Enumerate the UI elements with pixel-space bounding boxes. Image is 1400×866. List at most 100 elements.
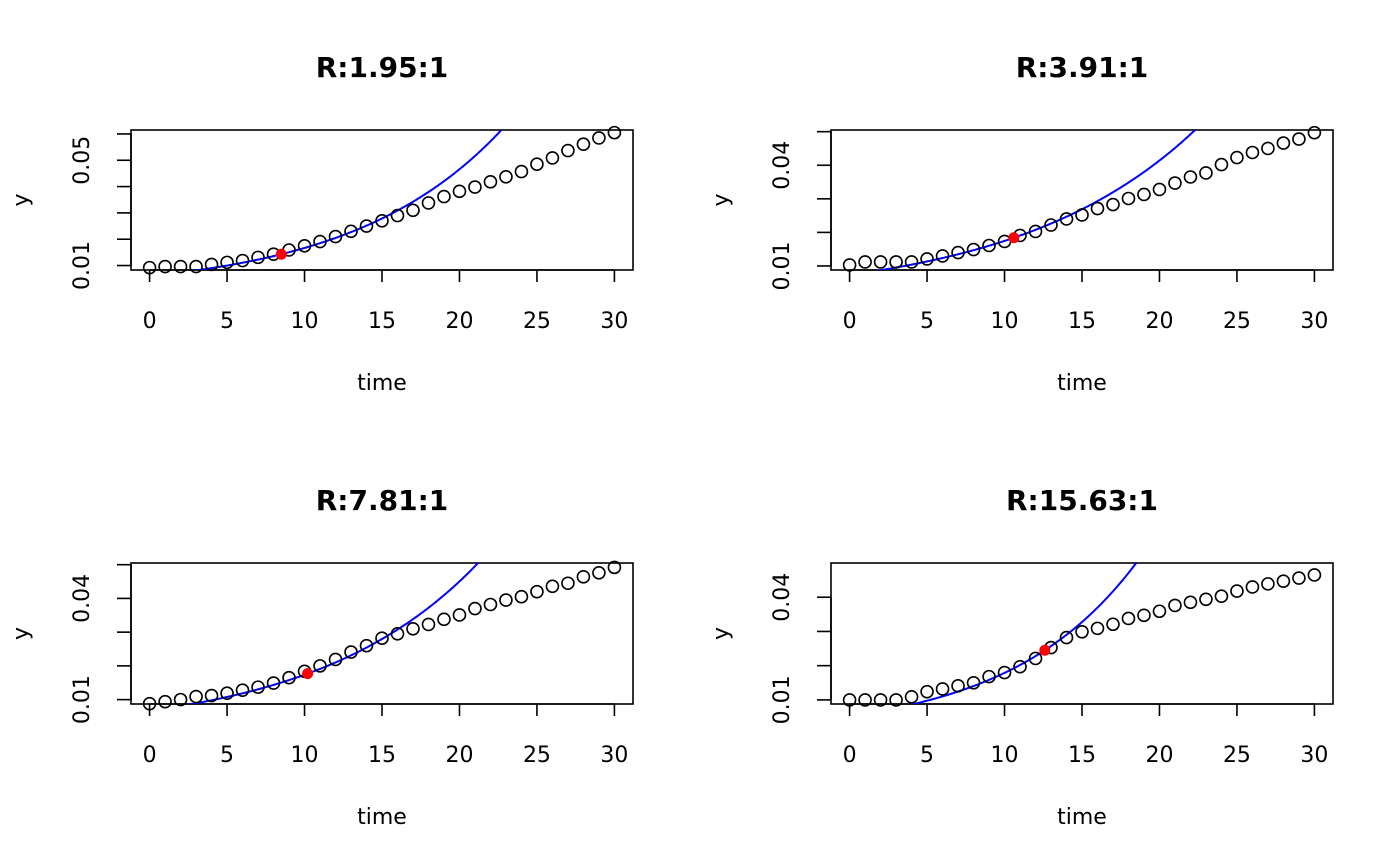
data-point bbox=[421, 617, 436, 632]
data-point bbox=[858, 255, 872, 269]
highlight-point bbox=[1008, 232, 1020, 244]
data-point bbox=[1137, 608, 1151, 623]
data-point bbox=[1183, 170, 1198, 184]
data-point bbox=[1090, 621, 1105, 636]
data-point bbox=[904, 690, 919, 704]
data-point bbox=[1261, 577, 1275, 591]
data-point bbox=[982, 238, 996, 253]
plot-area bbox=[875, 130, 1197, 270]
data-point bbox=[1137, 187, 1151, 202]
x-tick-label: 30 bbox=[1300, 743, 1328, 768]
highlight-point bbox=[302, 668, 314, 680]
data-point bbox=[220, 686, 234, 701]
y-tick-label: 0.04 bbox=[70, 574, 95, 623]
data-point bbox=[1075, 624, 1089, 639]
x-tick-label: 30 bbox=[1300, 309, 1328, 334]
data-point bbox=[142, 260, 157, 275]
x-tick-label: 15 bbox=[1068, 743, 1096, 768]
data-point bbox=[251, 680, 265, 694]
data-point bbox=[1106, 197, 1120, 212]
data-point bbox=[873, 255, 888, 269]
data-point bbox=[483, 175, 498, 189]
data-point bbox=[545, 579, 560, 594]
data-point bbox=[220, 255, 234, 270]
x-tick-label: 30 bbox=[600, 309, 628, 334]
data-point bbox=[499, 170, 513, 184]
y-tick-label: 0.04 bbox=[770, 573, 795, 622]
plot-area bbox=[909, 563, 1138, 704]
data-point bbox=[1121, 611, 1136, 626]
data-point bbox=[359, 219, 374, 233]
data-point bbox=[1013, 659, 1027, 674]
y-tick-label: 0.01 bbox=[70, 241, 95, 290]
y-tick-label: 0.01 bbox=[770, 675, 795, 724]
data-point bbox=[359, 638, 374, 653]
data-point bbox=[1028, 651, 1043, 666]
data-point bbox=[189, 689, 203, 704]
data-point bbox=[997, 665, 1012, 680]
data-point bbox=[935, 682, 950, 696]
data-point bbox=[1230, 150, 1244, 165]
data-point bbox=[889, 255, 903, 269]
x-tick-label: 20 bbox=[445, 743, 473, 768]
data-point bbox=[390, 208, 405, 223]
data-point bbox=[1245, 145, 1260, 160]
data-point bbox=[251, 250, 265, 265]
data-point bbox=[530, 157, 544, 172]
highlight-point bbox=[1039, 644, 1051, 656]
data-point bbox=[576, 570, 591, 584]
data-point bbox=[1152, 182, 1167, 197]
data-point bbox=[1245, 580, 1260, 594]
data-point bbox=[142, 696, 157, 711]
data-point bbox=[297, 238, 312, 253]
data-point bbox=[951, 245, 965, 260]
data-point bbox=[1168, 176, 1182, 190]
data-point bbox=[406, 203, 420, 218]
x-tick-label: 0 bbox=[843, 309, 857, 334]
data-point bbox=[858, 693, 872, 707]
x-tick-label: 5 bbox=[220, 743, 234, 768]
data-point bbox=[530, 584, 544, 599]
panel-title: R:1.95:1 bbox=[316, 51, 449, 84]
data-point bbox=[607, 125, 622, 140]
data-point bbox=[889, 693, 903, 707]
x-tick-label: 20 bbox=[1145, 743, 1173, 768]
x-tick-label: 10 bbox=[991, 743, 1019, 768]
y-tick-label: 0.01 bbox=[770, 241, 795, 290]
x-axis-label: time bbox=[357, 805, 407, 830]
data-point bbox=[920, 684, 934, 699]
data-point bbox=[437, 189, 451, 204]
data-point bbox=[1168, 598, 1182, 613]
x-axis-label: time bbox=[1057, 371, 1107, 396]
panel-title: R:3.91:1 bbox=[1016, 51, 1149, 84]
data-point bbox=[189, 259, 203, 274]
y-axis-label: y bbox=[9, 193, 34, 206]
data-point bbox=[920, 252, 934, 266]
data-point bbox=[1214, 589, 1229, 603]
data-point bbox=[1199, 166, 1213, 180]
x-tick-label: 5 bbox=[920, 743, 934, 768]
data-point bbox=[1292, 571, 1306, 585]
data-point bbox=[951, 679, 965, 693]
y-tick-label: 0.05 bbox=[70, 136, 95, 185]
data-point bbox=[173, 692, 188, 707]
data-point bbox=[390, 627, 405, 641]
data-point bbox=[204, 257, 219, 272]
highlight-point bbox=[275, 248, 287, 260]
panel-r-3-91: R:3.91:1 time y 0 5 10 15 20 25 30 0.01 0.04 bbox=[709, 51, 1334, 396]
data-point bbox=[158, 694, 172, 709]
data-point bbox=[1059, 630, 1074, 645]
data-point bbox=[468, 180, 482, 194]
data-point bbox=[468, 601, 482, 616]
data-point bbox=[1090, 201, 1105, 216]
y-axis-label: y bbox=[709, 627, 734, 640]
data-point bbox=[545, 151, 560, 165]
data-point bbox=[204, 688, 219, 703]
plot-frame bbox=[130, 129, 634, 271]
y-axis-label: y bbox=[709, 193, 734, 206]
data-point bbox=[1106, 617, 1120, 632]
data-point bbox=[561, 576, 575, 591]
data-point bbox=[173, 259, 188, 274]
x-tick-label: 25 bbox=[523, 309, 551, 334]
data-point bbox=[452, 608, 467, 622]
